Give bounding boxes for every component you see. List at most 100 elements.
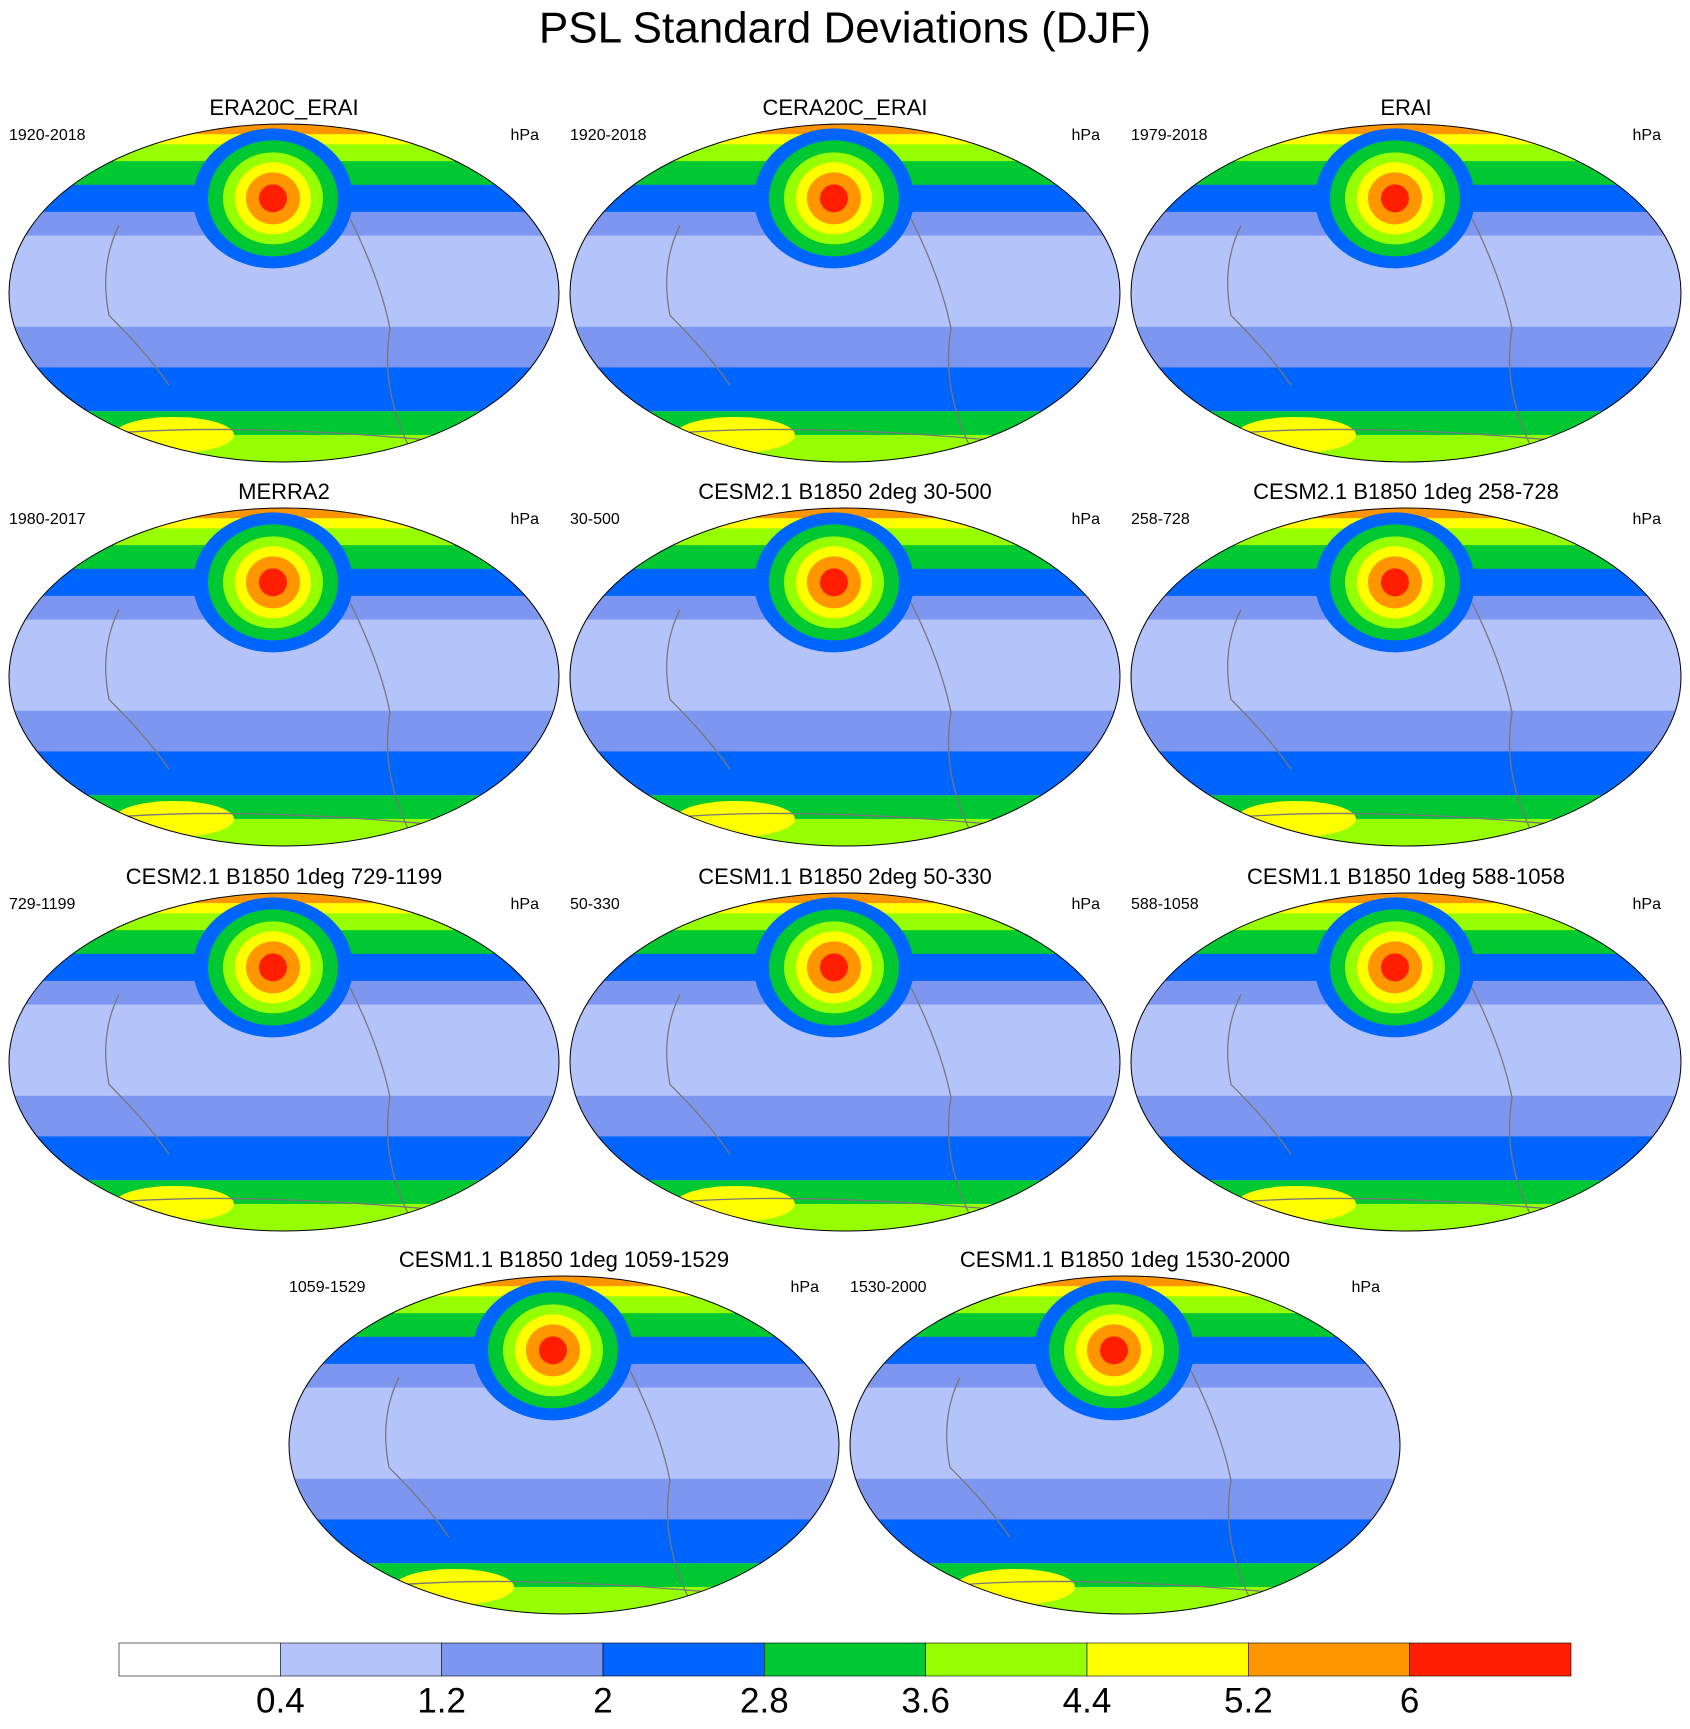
panel-period: 258-728 [1131, 511, 1190, 528]
colorbar-box [1086, 1642, 1249, 1677]
figure-title: PSL Standard Deviations (DJF) [539, 4, 1151, 53]
map-panel: MERRA2 1980-2017 hPa [8, 479, 560, 847]
panel-title: CESM2.1 B1850 2deg 30-500 [698, 479, 992, 504]
panel-units: hPa [1072, 896, 1101, 913]
map-border [8, 507, 560, 847]
map [9, 893, 559, 1231]
contour-center [539, 1336, 567, 1365]
contour-band [289, 1586, 839, 1614]
panel-title: CESM1.1 B1850 2deg 50-330 [698, 864, 992, 889]
map-border [849, 1275, 1401, 1615]
contour-band [9, 710, 559, 752]
panel-units: hPa [1633, 896, 1662, 913]
contour-band [9, 1136, 559, 1181]
map [570, 893, 1120, 1231]
panel-title: ERA20C_ERAI [209, 95, 358, 120]
colorbar-label: 2 [593, 1681, 612, 1720]
panel-units: hPa [1352, 1279, 1381, 1296]
map-border [569, 892, 1121, 1232]
map-panel: CESM1.1 B1850 1deg 1059-1529 1059-1529 hPa [288, 1247, 840, 1615]
contour-center [820, 953, 848, 982]
contour-center [820, 568, 848, 597]
contour-center [1100, 1336, 1128, 1365]
colorbar-label: 0.4 [256, 1681, 305, 1720]
panel-units: hPa [511, 127, 540, 144]
contour-band [9, 1095, 559, 1137]
map [850, 1276, 1400, 1614]
colorbar-label: 1.2 [417, 1681, 466, 1720]
map [1131, 508, 1681, 846]
map-panel: CESM1.1 B1850 1deg 588-1058 588-1058 hPa [1130, 864, 1682, 1232]
contour-band [850, 1478, 1400, 1520]
panel-period: 1979-2018 [1131, 127, 1208, 144]
contour-band [1131, 1136, 1681, 1181]
colorbar-box [118, 1642, 281, 1677]
panel-units: hPa [1633, 511, 1662, 528]
contour-band [1131, 1095, 1681, 1137]
panel-title: CESM1.1 B1850 1deg 1530-2000 [960, 1247, 1290, 1272]
contour-band [1131, 326, 1681, 368]
contour-center [259, 568, 287, 597]
colorbar-box [602, 1642, 765, 1677]
colorbar-label: 2.8 [740, 1681, 789, 1720]
contour-band [570, 818, 1120, 846]
colorbar-box [1248, 1642, 1410, 1677]
map-border [8, 892, 560, 1232]
panel-period: 1920-2018 [9, 127, 86, 144]
contour-band [289, 1478, 839, 1520]
panel-period: 50-330 [570, 896, 620, 913]
panel-period: 1059-1529 [289, 1279, 366, 1296]
map [570, 124, 1120, 462]
contour-band [9, 434, 559, 462]
panel-units: hPa [1072, 127, 1101, 144]
contour-band [289, 1519, 839, 1564]
colorbar-box [764, 1642, 926, 1677]
contour-band [570, 1203, 1120, 1231]
contour-band [570, 326, 1120, 368]
map-panel: CESM2.1 B1850 2deg 30-500 30-500 hPa [569, 479, 1121, 847]
map-panel: CESM1.1 B1850 1deg 1530-2000 1530-2000 hPa [849, 1247, 1401, 1615]
contour-band [1131, 818, 1681, 846]
map-panel: CESM1.1 B1850 2deg 50-330 50-330 hPa [569, 864, 1121, 1232]
panel-units: hPa [511, 896, 540, 913]
contour-band [1131, 751, 1681, 796]
map-border [1130, 507, 1682, 847]
map [289, 1276, 839, 1614]
contour-band [570, 1095, 1120, 1137]
contour-band [570, 710, 1120, 752]
panel-units: hPa [511, 511, 540, 528]
contour-band [1131, 434, 1681, 462]
contour-band [9, 751, 559, 796]
contour-band [850, 1519, 1400, 1564]
contour-center [1381, 568, 1409, 597]
panel-period: 729-1199 [9, 896, 76, 913]
map-panel: CESM2.1 B1850 1deg 258-728 258-728 hPa [1130, 479, 1682, 847]
colorbar-label: 4.4 [1063, 1681, 1112, 1720]
contour-band [850, 1586, 1400, 1614]
panel-title: ERAI [1380, 95, 1431, 120]
contour-band [1131, 710, 1681, 752]
contour-center [1381, 953, 1409, 982]
contour-band [9, 367, 559, 412]
panel-units: hPa [1633, 127, 1662, 144]
contour-center [259, 184, 287, 213]
panel-title: CESM2.1 B1850 1deg 258-728 [1253, 479, 1559, 504]
map-border [288, 1275, 840, 1615]
map-panel: CESM2.1 B1850 1deg 729-1199 729-1199 hPa [8, 864, 560, 1232]
contour-band [1131, 367, 1681, 412]
colorbar-box [280, 1642, 442, 1677]
colorbar-box [441, 1642, 604, 1677]
colorbar-label: 5.2 [1224, 1681, 1273, 1720]
panel-units: hPa [1072, 511, 1101, 528]
contour-band [9, 326, 559, 368]
contour-band [570, 434, 1120, 462]
map-panel: CERA20C_ERAI 1920-2018 hPa [569, 95, 1121, 463]
contour-band [570, 751, 1120, 796]
colorbar-box [925, 1642, 1088, 1677]
contour-band [9, 1203, 559, 1231]
map [9, 124, 559, 462]
panel-period: 1980-2017 [9, 511, 86, 528]
panel-period: 1920-2018 [570, 127, 647, 144]
map [1131, 893, 1681, 1231]
